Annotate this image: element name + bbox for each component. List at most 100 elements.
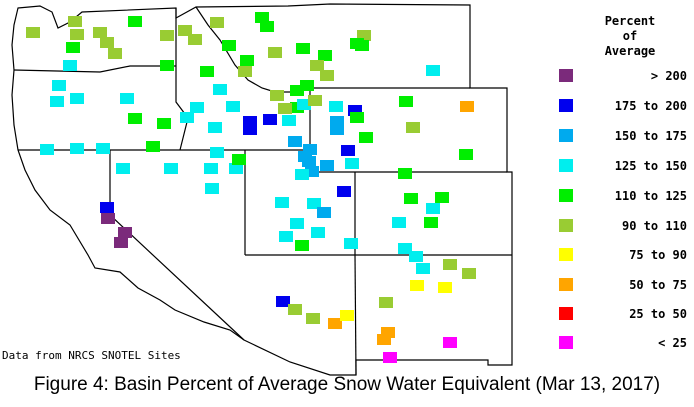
legend-item: 25 to 50	[557, 307, 692, 321]
legend-item: 90 to 110	[557, 219, 692, 233]
snotel-site-marker	[379, 297, 393, 308]
snotel-site-marker	[348, 105, 362, 116]
snotel-site-marker	[63, 60, 77, 71]
legend-label: 50 to 75	[629, 278, 687, 292]
snotel-site-marker	[243, 124, 257, 135]
legend-item: 75 to 90	[557, 248, 692, 262]
snotel-site-marker	[406, 122, 420, 133]
snotel-site-marker	[157, 118, 171, 129]
snotel-site-marker	[270, 90, 284, 101]
snotel-site-marker	[399, 96, 413, 107]
snotel-site-marker	[310, 60, 324, 71]
snotel-site-marker	[190, 102, 204, 113]
snotel-site-marker	[229, 163, 243, 174]
legend-swatch	[559, 189, 573, 202]
legend-swatch	[559, 307, 573, 320]
snotel-site-marker	[357, 30, 371, 41]
snotel-site-marker	[160, 60, 174, 71]
legend-swatch	[559, 129, 573, 142]
legend-swatch	[559, 219, 573, 232]
legend-item: 125 to 150	[557, 159, 692, 173]
snotel-site-marker	[70, 93, 84, 104]
snotel-site-marker	[308, 95, 322, 106]
legend-swatch	[559, 69, 573, 82]
snotel-site-marker	[398, 168, 412, 179]
state-boundaries	[11, 3, 513, 376]
coastline	[11, 3, 513, 376]
legend-title-line-2: of	[622, 29, 638, 43]
snotel-site-marker	[345, 158, 359, 169]
snotel-site-marker	[243, 116, 257, 127]
snotel-site-marker	[66, 42, 80, 53]
snotel-site-marker	[337, 186, 351, 197]
snotel-site-marker	[68, 16, 82, 27]
snotel-site-marker	[350, 112, 364, 123]
snotel-site-marker	[96, 143, 110, 154]
snotel-site-marker	[330, 116, 344, 127]
snotel-site-marker	[416, 263, 430, 274]
snotel-site-marker	[329, 101, 343, 112]
legend-item: 150 to 175	[557, 129, 692, 143]
snotel-site-marker	[200, 66, 214, 77]
snotel-site-marker	[320, 160, 334, 171]
snotel-site-marker	[306, 313, 320, 324]
snotel-site-marker	[226, 101, 240, 112]
snotel-site-marker	[311, 227, 325, 238]
snotel-site-marker	[114, 237, 128, 248]
snotel-site-marker	[398, 243, 412, 254]
legend-swatch	[559, 278, 573, 291]
snotel-site-marker	[146, 141, 160, 152]
legend-label: 125 to 150	[614, 159, 687, 173]
snotel-site-marker	[383, 352, 397, 363]
snotel-site-marker	[303, 144, 317, 155]
snotel-site-marker	[278, 103, 292, 114]
snotel-site-marker	[318, 50, 332, 61]
snotel-site-marker	[340, 310, 354, 321]
snotel-site-marker	[178, 25, 192, 36]
snotel-site-marker	[268, 47, 282, 58]
snotel-site-marker	[410, 280, 424, 291]
snotel-site-marker	[232, 154, 246, 165]
legend-swatch	[559, 159, 573, 172]
snotel-site-marker	[295, 169, 309, 180]
snotel-site-marker	[288, 136, 302, 147]
snotel-site-marker	[210, 147, 224, 158]
snotel-site-marker	[116, 163, 130, 174]
snotel-site-marker	[128, 16, 142, 27]
legend-swatch	[559, 336, 573, 349]
snotel-site-markers	[26, 12, 476, 363]
legend-item: > 200	[557, 69, 692, 83]
snotel-site-marker	[120, 93, 134, 104]
snotel-site-marker	[426, 65, 440, 76]
legend-label: 110 to 125	[614, 189, 687, 203]
legend-label: 175 to 200	[614, 99, 687, 113]
snotel-site-marker	[295, 240, 309, 251]
snotel-site-marker	[275, 197, 289, 208]
legend-label: 90 to 110	[621, 219, 687, 233]
snotel-site-marker	[290, 85, 304, 96]
snotel-site-marker	[298, 151, 312, 162]
snotel-site-marker	[255, 12, 269, 23]
snotel-site-marker	[377, 334, 391, 345]
snotel-site-marker	[344, 238, 358, 249]
legend-item: < 25	[557, 336, 692, 350]
snotel-site-marker	[160, 30, 174, 41]
snotel-site-marker	[263, 114, 277, 125]
figure-caption: Figure 4: Basin Percent of Average Snow …	[33, 374, 661, 395]
snotel-site-marker	[205, 183, 219, 194]
snotel-site-marker	[297, 99, 311, 110]
snotel-site-marker	[359, 132, 373, 143]
legend-label: < 25	[658, 336, 687, 350]
snotel-site-marker	[188, 34, 202, 45]
snotel-site-marker	[355, 40, 369, 51]
legend-label: 75 to 90	[629, 248, 687, 262]
snotel-site-marker	[435, 192, 449, 203]
snotel-site-marker	[443, 337, 457, 348]
legend-label: 150 to 175	[614, 129, 687, 143]
snotel-site-marker	[305, 166, 319, 177]
snotel-site-marker	[276, 296, 290, 307]
snotel-site-marker	[210, 17, 224, 28]
legend-item: 110 to 125	[557, 189, 692, 203]
snotel-site-marker	[282, 115, 296, 126]
snotel-site-marker	[50, 96, 64, 107]
